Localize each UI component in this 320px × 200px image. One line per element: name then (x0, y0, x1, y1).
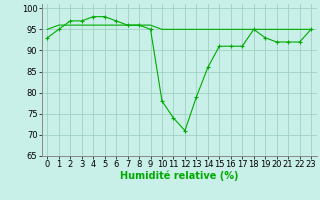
X-axis label: Humidité relative (%): Humidité relative (%) (120, 171, 238, 181)
